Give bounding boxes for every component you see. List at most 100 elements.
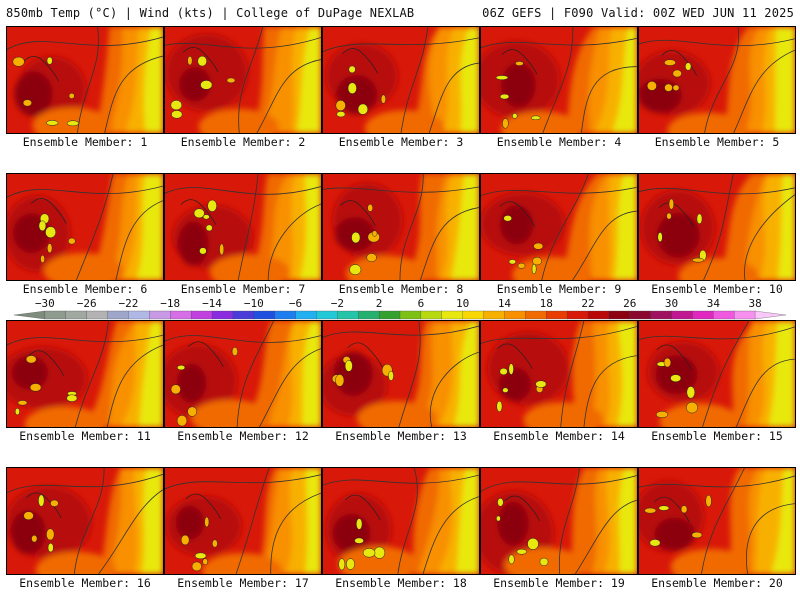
ensemble-member-label: Ensemble Member: 19 [493,576,625,590]
colorbar-swatch [44,310,67,320]
colorbar-swatch [170,310,192,320]
colorbar-swatch [399,310,422,320]
colorbar-tick-label: 14 [498,297,512,310]
colorbar-swatch [629,310,652,320]
ensemble-member-label: Ensemble Member: 14 [493,429,625,443]
colorbar-tick-label: −18 [160,297,180,310]
temperature-field [7,174,163,280]
ensemble-member-map [164,173,322,281]
ensemble-member-label: Ensemble Member: 7 [180,282,306,296]
ensemble-member-label: Ensemble Member: 15 [651,429,783,443]
ensemble-member-map [164,320,322,428]
ensemble-member-map [6,173,164,281]
colorbar-tick-label: −14 [202,297,222,310]
ensemble-member-map [322,173,480,281]
ensemble-member-map [638,173,796,281]
colorbar-tick-label: −26 [77,297,97,310]
ensemble-member-map [322,26,480,134]
colorbar-tick-label: 34 [707,297,721,310]
temperature-field [7,468,163,574]
ensemble-member-label: Ensemble Member: 17 [177,576,309,590]
ensemble-member-label: Ensemble Member: 12 [177,429,309,443]
temperature-field [639,321,795,427]
colorbar-tick-label: −10 [244,297,264,310]
colorbar-swatch [337,310,359,320]
colorbar-tick-label: 38 [748,297,761,310]
colorbar-tick-label: 10 [456,297,469,310]
colorbar-swatch [483,310,505,320]
ensemble-member-map [164,26,322,134]
ensemble-member-label: Ensemble Member: 3 [338,135,464,149]
ensemble-member-map [6,26,164,134]
temperature-field [639,27,795,133]
ensemble-member-label: Ensemble Member: 20 [651,576,783,590]
colorbar-swatch [441,310,464,320]
temperature-field [481,468,637,574]
colorbar-tick-label: 26 [623,297,636,310]
ensemble-member-label: Ensemble Member: 1 [22,135,148,149]
colorbar-swatch [650,310,673,320]
temperature-field [639,468,795,574]
colorbar-swatch [504,310,526,320]
ensemble-member-label: Ensemble Member: 5 [654,135,780,149]
colorbar-swatch [358,310,380,320]
ensemble-member-label: Ensemble Member: 9 [496,282,622,296]
ensemble-member-label: Ensemble Member: 18 [335,576,467,590]
temperature-field [323,468,479,574]
colorbar-tick-label: −30 [35,297,55,310]
colorbar-swatch [65,310,88,320]
ensemble-member-map [480,320,638,428]
ensemble-member-map [6,467,164,575]
colorbar-tick-label: 30 [665,297,678,310]
colorbar-swatch [462,310,485,320]
colorbar-tick-label: 18 [540,297,553,310]
temperature-colorbar: −30 −26 −22 −18 −14 −10 −6 −2 2 6 10 14 18 22 26 30 34 38… [13,297,800,321]
colorbar-swatch [190,310,213,320]
colorbar-swatch [86,310,109,320]
ensemble-member-label: Ensemble Member: 11 [19,429,151,443]
colorbar-swatch [420,310,443,320]
ensemble-member-map [322,467,480,575]
ensemble-member-map [638,467,796,575]
colorbar-swatch [608,310,631,320]
temperature-field [323,27,479,133]
model-run-info: 06Z GEFS | F090 Valid: 00Z WED JUN 11 20… [482,6,794,20]
ensemble-member-map [638,26,796,134]
colorbar-swatch [316,310,338,320]
ensemble-member-label: Ensemble Member: 8 [338,282,464,296]
colorbar-swatch [13,310,46,320]
colorbar-swatch [378,310,401,320]
colorbar-swatch [149,310,171,320]
ensemble-member-label: Ensemble Member: 10 [651,282,783,296]
colorbar-tick-label: −6 [289,297,302,310]
temperature-field [481,27,637,133]
colorbar-tick-label: −2 [331,297,344,310]
colorbar-swatch [211,310,234,320]
colorbar-swatch [295,310,317,320]
temperature-field [165,174,321,280]
ensemble-member-map [6,320,164,428]
temperature-field [323,174,479,280]
colorbar-swatch [232,310,255,320]
chart-title: 850mb Temp (°C) | Wind (kts) | College o… [6,6,415,20]
ensemble-member-map [322,320,480,428]
colorbar-graphic: −30 −26 −22 −18 −14 −10 −6 −2 2 6 10 14 18 22 26 30 34 38… [13,297,800,320]
colorbar-swatch [253,310,276,320]
ensemble-member-map [480,467,638,575]
ensemble-member-label: Ensemble Member: 2 [180,135,306,149]
colorbar-swatch [128,310,150,320]
ensemble-member-map [164,467,322,575]
temperature-field [165,468,321,574]
temperature-field [7,321,163,427]
colorbar-swatch [713,310,735,320]
colorbar-swatch [566,310,589,320]
colorbar-tick-label: 6 [418,297,425,310]
colorbar-tick-label: 2 [376,297,383,310]
temperature-field [165,27,321,133]
colorbar-swatch [671,310,693,320]
temperature-field [481,321,637,427]
ensemble-member-map [480,173,638,281]
colorbar-tick-label: 22 [581,297,594,310]
colorbar-swatch [692,310,714,320]
ensemble-member-map [638,320,796,428]
